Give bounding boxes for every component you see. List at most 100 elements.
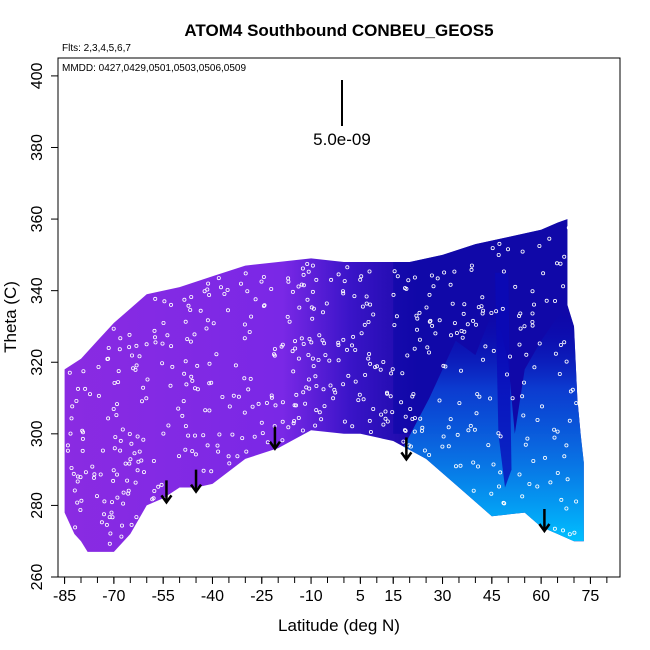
data-point bbox=[314, 408, 319, 413]
data-point bbox=[127, 431, 132, 436]
data-point bbox=[152, 488, 157, 493]
data-point bbox=[291, 369, 296, 374]
data-point bbox=[322, 404, 327, 409]
data-point bbox=[383, 416, 388, 421]
data-point bbox=[128, 457, 133, 462]
data-point bbox=[570, 387, 575, 392]
data-point bbox=[448, 417, 453, 422]
data-point bbox=[118, 438, 123, 443]
data-point bbox=[374, 364, 379, 369]
data-point bbox=[183, 359, 188, 364]
data-point bbox=[137, 354, 142, 359]
data-point bbox=[192, 433, 197, 438]
x-tick-label: 60 bbox=[532, 588, 550, 605]
data-point bbox=[469, 267, 474, 272]
data-point bbox=[427, 292, 432, 297]
data-point bbox=[107, 541, 112, 546]
data-point bbox=[156, 484, 161, 489]
data-point bbox=[359, 331, 364, 336]
data-point bbox=[552, 435, 557, 440]
data-point bbox=[453, 464, 458, 469]
data-point bbox=[286, 276, 291, 281]
data-point bbox=[427, 319, 432, 324]
data-point bbox=[260, 431, 265, 436]
flights-annotation: Flts: 2,3,4,5,6,7 bbox=[62, 43, 131, 54]
data-point bbox=[446, 425, 451, 430]
data-point bbox=[320, 310, 325, 315]
y-tick-label: 360 bbox=[29, 206, 46, 233]
data-point bbox=[297, 305, 302, 310]
y-tick-label: 340 bbox=[29, 277, 46, 304]
data-point bbox=[342, 279, 347, 284]
data-point bbox=[457, 401, 462, 406]
data-point bbox=[552, 427, 557, 432]
x-tick-label: -55 bbox=[152, 588, 175, 605]
data-point bbox=[320, 338, 325, 343]
data-point bbox=[574, 499, 579, 504]
data-point bbox=[152, 335, 157, 340]
data-point bbox=[333, 390, 338, 395]
data-point bbox=[144, 342, 149, 347]
data-point bbox=[424, 305, 429, 310]
y-tick-label: 380 bbox=[29, 134, 46, 161]
data-point bbox=[317, 333, 322, 338]
data-point bbox=[448, 282, 453, 287]
y-axis: 260 280 300 320 340 360 380 400 bbox=[29, 62, 58, 590]
data-point bbox=[176, 406, 181, 411]
data-point bbox=[301, 390, 306, 395]
data-point bbox=[475, 464, 480, 469]
data-point bbox=[83, 470, 88, 475]
data-point bbox=[170, 364, 175, 369]
data-point bbox=[96, 393, 101, 398]
data-point bbox=[520, 394, 525, 399]
data-point bbox=[230, 432, 235, 437]
data-point bbox=[530, 311, 535, 316]
data-point bbox=[296, 356, 301, 361]
data-point bbox=[225, 287, 230, 292]
data-point bbox=[313, 423, 318, 428]
data-point bbox=[76, 386, 81, 391]
data-point bbox=[388, 394, 393, 399]
data-point bbox=[543, 455, 548, 460]
data-point bbox=[242, 410, 247, 415]
data-point bbox=[294, 392, 299, 397]
data-point bbox=[184, 382, 189, 387]
data-point bbox=[561, 284, 566, 289]
data-point bbox=[209, 380, 214, 385]
data-point bbox=[555, 470, 560, 475]
data-point bbox=[123, 461, 128, 466]
data-point bbox=[414, 327, 419, 332]
data-point bbox=[117, 347, 122, 352]
data-point bbox=[310, 263, 315, 268]
data-point bbox=[360, 304, 365, 309]
data-point bbox=[201, 468, 206, 473]
field-overlays bbox=[393, 219, 584, 542]
data-point bbox=[141, 470, 146, 475]
data-point bbox=[227, 461, 232, 466]
data-point bbox=[412, 429, 417, 434]
data-point bbox=[198, 308, 203, 313]
data-point bbox=[188, 307, 193, 312]
data-point bbox=[383, 409, 388, 414]
plot-frame bbox=[57, 57, 621, 578]
data-point bbox=[430, 323, 435, 328]
data-field bbox=[64, 219, 584, 552]
data-point bbox=[69, 465, 74, 470]
data-point bbox=[75, 479, 80, 484]
data-point bbox=[259, 420, 264, 425]
data-point bbox=[479, 304, 484, 309]
data-point bbox=[385, 419, 390, 424]
data-point bbox=[190, 378, 195, 383]
x-axis-title: Latitude (deg N) bbox=[278, 616, 400, 635]
data-point bbox=[394, 314, 399, 319]
data-point bbox=[102, 499, 107, 504]
data-point bbox=[80, 448, 85, 453]
data-point bbox=[137, 449, 142, 454]
data-point bbox=[414, 313, 419, 318]
data-point bbox=[112, 380, 117, 385]
x-tick-label: 75 bbox=[582, 588, 600, 605]
data-point bbox=[336, 272, 341, 277]
data-point bbox=[88, 392, 93, 397]
data-point bbox=[152, 328, 157, 333]
data-point bbox=[220, 394, 225, 399]
